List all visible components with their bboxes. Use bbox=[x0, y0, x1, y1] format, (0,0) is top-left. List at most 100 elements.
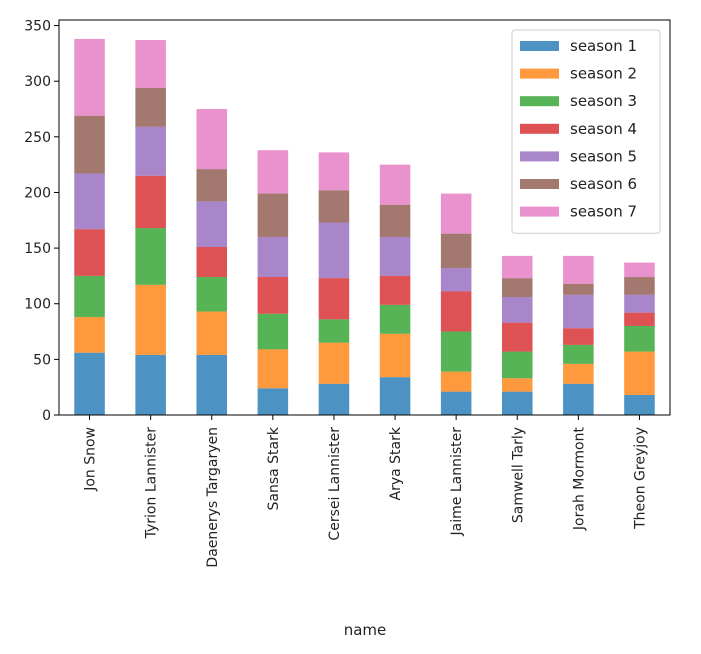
bar-segment bbox=[379, 204, 411, 237]
bar-segment bbox=[74, 229, 105, 276]
bars-layer bbox=[74, 38, 655, 415]
bar-segment bbox=[379, 275, 411, 305]
legend-label: season 5 bbox=[570, 147, 637, 165]
bar-segment bbox=[318, 319, 350, 343]
bar-segment bbox=[501, 255, 533, 279]
bar-segment bbox=[624, 294, 655, 313]
legend-swatch bbox=[520, 41, 559, 51]
x-tick-label: Arya Stark bbox=[388, 426, 404, 500]
bar-segment bbox=[74, 275, 105, 318]
y-tick-label: 350 bbox=[24, 19, 51, 35]
bar-segment bbox=[196, 246, 228, 278]
x-tick-label: Daenerys Targaryen bbox=[205, 427, 221, 568]
bar-segment bbox=[318, 278, 350, 320]
bar-segment bbox=[196, 109, 228, 170]
bar-segment bbox=[257, 150, 289, 194]
bar-segment bbox=[257, 193, 289, 237]
legend-label: season 7 bbox=[570, 203, 637, 221]
bar-segment bbox=[440, 371, 472, 392]
bar-segment bbox=[135, 228, 166, 285]
x-tick-label: Sansa Stark bbox=[266, 426, 282, 510]
x-tick-label: Cersei Lannister bbox=[327, 427, 343, 541]
bar-segment bbox=[624, 394, 655, 415]
bar-segment bbox=[196, 311, 228, 355]
bar-segment bbox=[74, 38, 105, 116]
y-tick-label: 50 bbox=[33, 352, 51, 368]
bar-segment bbox=[196, 277, 228, 312]
bar-segment bbox=[196, 169, 228, 202]
bar-segment bbox=[135, 354, 166, 415]
y-tick-label: 150 bbox=[24, 241, 51, 257]
legend-swatch bbox=[520, 123, 559, 134]
bar-segment bbox=[624, 351, 655, 395]
x-tick-label: Theon Greyjoy bbox=[632, 427, 648, 530]
legend-label: season 6 bbox=[570, 175, 637, 193]
bar-segment bbox=[135, 87, 166, 127]
bar-segment bbox=[379, 236, 411, 276]
y-tick-label: 0 bbox=[42, 408, 51, 424]
bar-segment bbox=[563, 255, 594, 284]
y-tick-label: 250 bbox=[24, 130, 51, 146]
legend-swatch bbox=[520, 206, 559, 217]
bar-segment bbox=[318, 152, 350, 191]
bar-segment bbox=[257, 313, 289, 350]
bar-segment bbox=[318, 383, 350, 415]
bar-segment bbox=[501, 378, 533, 392]
bar-segment bbox=[74, 173, 105, 230]
bar-segment bbox=[318, 342, 350, 384]
bar-segment bbox=[379, 304, 411, 334]
bar-segment bbox=[624, 325, 655, 352]
legend-label: season 4 bbox=[570, 120, 637, 138]
legend-swatch bbox=[520, 68, 559, 79]
bar-segment bbox=[624, 312, 655, 326]
bar-segment bbox=[74, 115, 105, 174]
bar-segment bbox=[440, 268, 472, 292]
bar-segment bbox=[318, 190, 350, 223]
y-tick-label: 100 bbox=[24, 297, 51, 313]
legend: season 1 season 2 season 3 season 4 season 5… bbox=[511, 29, 661, 234]
bar-segment bbox=[563, 294, 594, 329]
y-tick-label: 200 bbox=[24, 185, 51, 201]
legend-swatch bbox=[520, 151, 559, 162]
x-tick-label: Jorah Mormont bbox=[571, 426, 587, 531]
bar-segment bbox=[563, 328, 594, 345]
x-axis-title: name bbox=[344, 621, 387, 639]
bar-segment bbox=[501, 322, 533, 352]
legend-label: season 3 bbox=[570, 92, 637, 110]
axes-layer: 0 50 100 150 200 250 300 350 Jon Snow Tyrion Lann… bbox=[24, 19, 671, 568]
bar-segment bbox=[257, 349, 289, 389]
bar-segment bbox=[440, 193, 472, 234]
bar-segment bbox=[563, 283, 594, 295]
bar-segment bbox=[135, 126, 166, 176]
bar-segment bbox=[440, 391, 472, 415]
bar-segment bbox=[440, 291, 472, 332]
bar-segment bbox=[501, 278, 533, 298]
bar-segment bbox=[196, 201, 228, 247]
y-tick-label: 300 bbox=[24, 74, 51, 90]
bar-segment bbox=[196, 354, 228, 415]
plot-frame bbox=[58, 19, 671, 416]
bar-segment bbox=[379, 164, 411, 205]
bar-segment bbox=[501, 391, 533, 415]
legend-swatch bbox=[520, 96, 559, 107]
bar-segment bbox=[563, 344, 594, 364]
bar-segment bbox=[440, 233, 472, 269]
x-tick-label: Jon Snow bbox=[83, 427, 99, 492]
bar-segment bbox=[501, 351, 533, 379]
bar-segment bbox=[257, 277, 289, 314]
bar-segment bbox=[563, 383, 594, 415]
bar-segment bbox=[379, 333, 411, 378]
bar-segment bbox=[257, 236, 289, 278]
bar-segment bbox=[74, 352, 105, 415]
bar-segment bbox=[318, 222, 350, 279]
bar-segment bbox=[135, 40, 166, 88]
legend-label: season 2 bbox=[570, 65, 637, 83]
bar-segment bbox=[135, 284, 166, 355]
x-tick-label: Tyrion Lannister bbox=[144, 427, 160, 540]
bar-segment bbox=[135, 175, 166, 229]
legend-swatch bbox=[520, 179, 559, 189]
x-tick-label: Jaime Lannister bbox=[449, 427, 465, 537]
bar-segment bbox=[257, 388, 289, 415]
